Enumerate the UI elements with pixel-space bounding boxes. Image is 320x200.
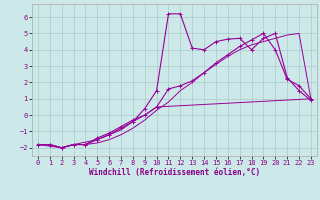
- X-axis label: Windchill (Refroidissement éolien,°C): Windchill (Refroidissement éolien,°C): [89, 168, 260, 177]
